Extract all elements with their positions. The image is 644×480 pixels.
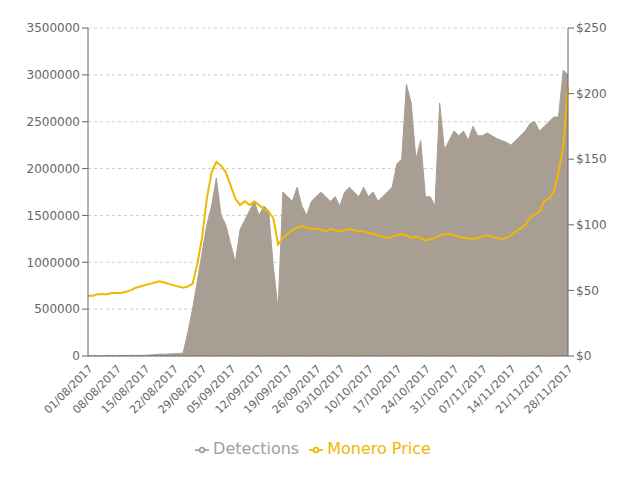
svg-text:$150: $150 — [576, 152, 607, 166]
svg-text:19/09/2017: 19/09/2017 — [241, 362, 296, 417]
svg-text:26/09/2017: 26/09/2017 — [269, 362, 324, 417]
svg-text:500000: 500000 — [34, 302, 80, 316]
svg-text:05/09/2017: 05/09/2017 — [184, 362, 239, 417]
svg-text:3000000: 3000000 — [27, 68, 80, 82]
svg-text:29/08/2017: 29/08/2017 — [155, 362, 210, 417]
svg-text:$50: $50 — [576, 284, 599, 298]
svg-text:3500000: 3500000 — [27, 21, 80, 35]
svg-text:21/11/2017: 21/11/2017 — [493, 362, 548, 417]
svg-text:$200: $200 — [576, 87, 607, 101]
svg-text:0: 0 — [72, 349, 80, 363]
svg-text:01/08/2017: 01/08/2017 — [41, 362, 96, 417]
svg-text:12/09/2017: 12/09/2017 — [212, 362, 267, 417]
svg-text:31/10/2017: 31/10/2017 — [407, 362, 462, 417]
svg-text:14/11/2017: 14/11/2017 — [464, 362, 519, 417]
svg-text:08/08/2017: 08/08/2017 — [70, 362, 125, 417]
svg-text:17/10/2017: 17/10/2017 — [350, 362, 405, 417]
svg-text:1500000: 1500000 — [27, 209, 80, 223]
svg-text:10/10/2017: 10/10/2017 — [322, 362, 376, 417]
svg-text:22/08/2017: 22/08/2017 — [127, 362, 182, 417]
svg-text:07/11/2017: 07/11/2017 — [436, 362, 491, 417]
svg-text:$0: $0 — [576, 349, 591, 363]
html-text:Monero Price: Monero Price — [327, 439, 431, 458]
html-text:Detections: Detections — [213, 439, 300, 458]
svg-text:$250: $250 — [576, 21, 607, 35]
svg-text:$100: $100 — [576, 218, 607, 232]
svg-text:28/11/2017: 28/11/2017 — [522, 362, 576, 416]
svg-text:03/10/2017: 03/10/2017 — [293, 362, 348, 417]
svg-text:2500000: 2500000 — [27, 115, 80, 129]
svg-text:1000000: 1000000 — [27, 256, 80, 270]
svg-text:15/08/2017: 15/08/2017 — [98, 362, 153, 417]
svg-text:2000000: 2000000 — [27, 162, 80, 176]
svg-text:24/10/2017: 24/10/2017 — [379, 362, 434, 417]
